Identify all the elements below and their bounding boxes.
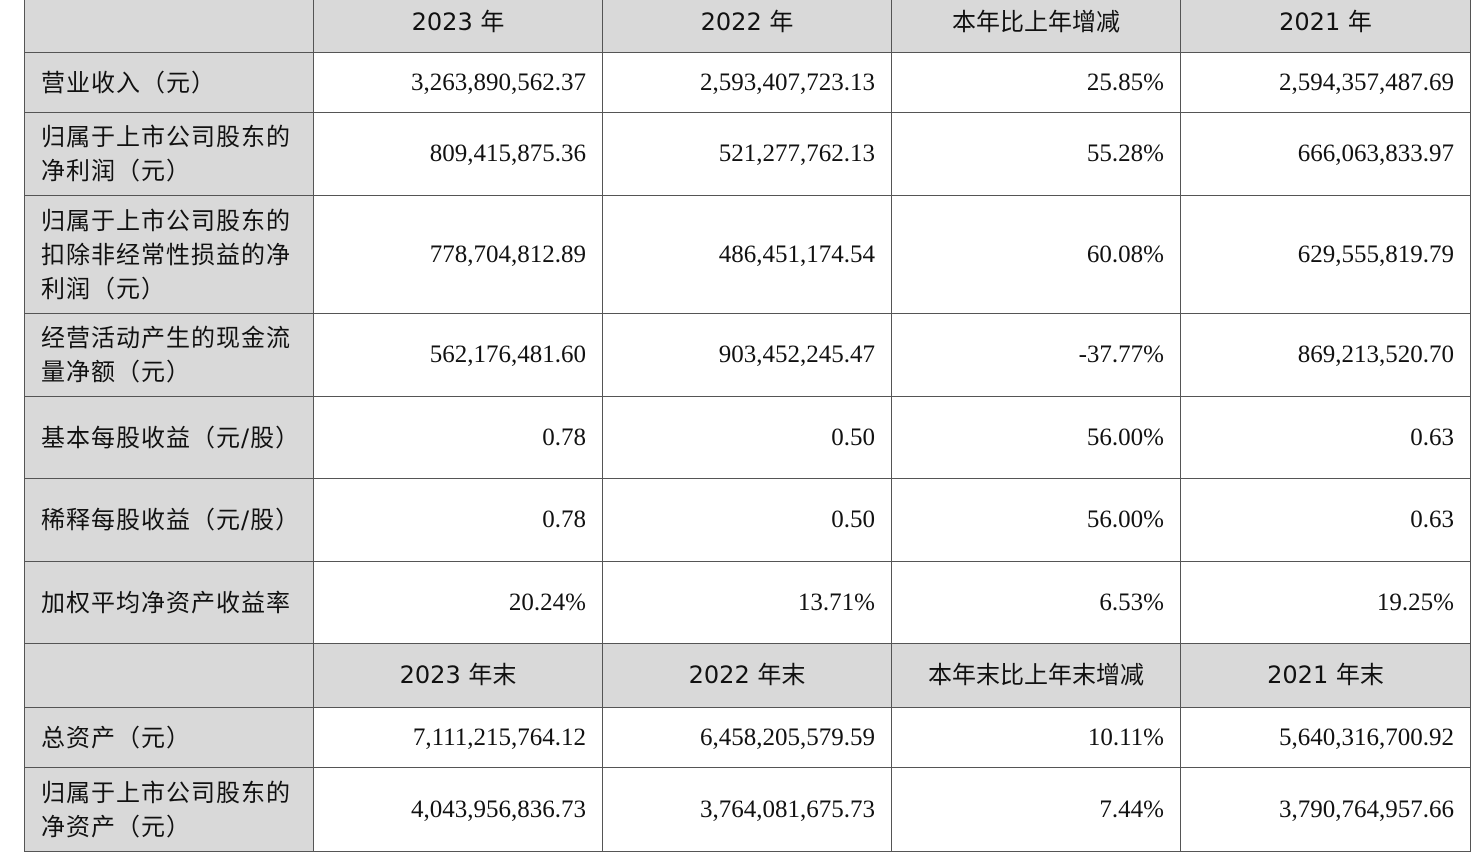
- value-2023: 0.78: [313, 396, 603, 479]
- value-2021: 629,555,819.79: [1180, 195, 1471, 314]
- value-2023: 20.24%: [313, 561, 603, 644]
- value-2022: 521,277,762.13: [602, 112, 892, 196]
- value-2021: 666,063,833.97: [1180, 112, 1471, 196]
- value-2023: 562,176,481.60: [313, 313, 603, 397]
- row-label: 归属于上市公司股东的净资产（元）: [24, 767, 314, 852]
- value-2021-end: 3,790,764,957.66: [1180, 767, 1471, 852]
- header-corner-cell: [24, 0, 314, 53]
- table-row: 总资产（元） 7,111,215,764.12 6,458,205,579.59…: [24, 707, 1471, 768]
- table-row: 归属于上市公司股东的净利润（元） 809,415,875.36 521,277,…: [24, 112, 1471, 196]
- value-2022-end: 3,764,081,675.73: [602, 767, 892, 852]
- value-2021: 869,213,520.70: [1180, 313, 1471, 397]
- value-change: 56.00%: [891, 478, 1181, 562]
- value-change: 60.08%: [891, 195, 1181, 314]
- value-2023: 0.78: [313, 478, 603, 562]
- table-row: 归属于上市公司股东的扣除非经常性损益的净利润（元） 778,704,812.89…: [24, 195, 1471, 314]
- financial-summary-table: 2023 年 2022 年 本年比上年增减 2021 年 营业收入（元） 3,2…: [24, 0, 1471, 852]
- value-2023: 778,704,812.89: [313, 195, 603, 314]
- header-row-year-end: 2023 年末 2022 年末 本年末比上年末增减 2021 年末: [24, 643, 1471, 708]
- row-label: 基本每股收益（元/股）: [24, 396, 314, 479]
- table-row: 稀释每股收益（元/股） 0.78 0.50 56.00% 0.63: [24, 478, 1471, 562]
- value-2021: 19.25%: [1180, 561, 1471, 644]
- header-2023: 2023 年: [313, 0, 603, 53]
- header-2022: 2022 年: [602, 0, 892, 53]
- table-row: 归属于上市公司股东的净资产（元） 4,043,956,836.73 3,764,…: [24, 767, 1471, 852]
- value-2022: 903,452,245.47: [602, 313, 892, 397]
- table-row: 基本每股收益（元/股） 0.78 0.50 56.00% 0.63: [24, 396, 1471, 479]
- value-2022: 2,593,407,723.13: [602, 52, 892, 113]
- row-label: 经营活动产生的现金流量净额（元）: [24, 313, 314, 397]
- value-2021: 2,594,357,487.69: [1180, 52, 1471, 113]
- value-2023-end: 4,043,956,836.73: [313, 767, 603, 852]
- row-label: 总资产（元）: [24, 707, 314, 768]
- header-2021: 2021 年: [1180, 0, 1471, 53]
- value-change-end: 10.11%: [891, 707, 1181, 768]
- value-change: 55.28%: [891, 112, 1181, 196]
- row-label: 稀释每股收益（元/股）: [24, 478, 314, 562]
- value-2022: 0.50: [602, 396, 892, 479]
- value-change: 25.85%: [891, 52, 1181, 113]
- row-label: 营业收入（元）: [24, 52, 314, 113]
- value-2022: 486,451,174.54: [602, 195, 892, 314]
- value-change: -37.77%: [891, 313, 1181, 397]
- table-row: 营业收入（元） 3,263,890,562.37 2,593,407,723.1…: [24, 52, 1471, 113]
- header-corner-cell: [24, 643, 314, 708]
- value-2021: 0.63: [1180, 478, 1471, 562]
- value-change-end: 7.44%: [891, 767, 1181, 852]
- value-2022: 0.50: [602, 478, 892, 562]
- value-2023-end: 7,111,215,764.12: [313, 707, 603, 768]
- header-change-end: 本年末比上年末增减: [891, 643, 1181, 708]
- value-change: 6.53%: [891, 561, 1181, 644]
- value-change: 56.00%: [891, 396, 1181, 479]
- value-2022-end: 6,458,205,579.59: [602, 707, 892, 768]
- header-2021-end: 2021 年末: [1180, 643, 1471, 708]
- table-row: 加权平均净资产收益率 20.24% 13.71% 6.53% 19.25%: [24, 561, 1471, 644]
- header-2023-end: 2023 年末: [313, 643, 603, 708]
- row-label: 归属于上市公司股东的净利润（元）: [24, 112, 314, 196]
- value-2021: 0.63: [1180, 396, 1471, 479]
- row-label: 加权平均净资产收益率: [24, 561, 314, 644]
- value-2023: 3,263,890,562.37: [313, 52, 603, 113]
- value-2022: 13.71%: [602, 561, 892, 644]
- row-label: 归属于上市公司股东的扣除非经常性损益的净利润（元）: [24, 195, 314, 314]
- header-2022-end: 2022 年末: [602, 643, 892, 708]
- value-2021-end: 5,640,316,700.92: [1180, 707, 1471, 768]
- header-change: 本年比上年增减: [891, 0, 1181, 53]
- header-row-annual: 2023 年 2022 年 本年比上年增减 2021 年: [24, 0, 1471, 53]
- table-row: 经营活动产生的现金流量净额（元） 562,176,481.60 903,452,…: [24, 313, 1471, 397]
- value-2023: 809,415,875.36: [313, 112, 603, 196]
